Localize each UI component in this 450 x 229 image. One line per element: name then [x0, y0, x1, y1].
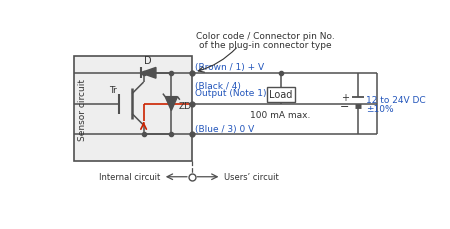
Text: ±10%: ±10% — [366, 104, 394, 113]
Text: 100 mA max.: 100 mA max. — [250, 110, 310, 119]
Text: Sensor circuit: Sensor circuit — [77, 78, 86, 140]
Text: (Black / 4): (Black / 4) — [195, 81, 241, 90]
Polygon shape — [165, 97, 177, 111]
Text: ZD: ZD — [179, 101, 192, 110]
Text: Tr: Tr — [109, 86, 117, 95]
Bar — [267, 87, 295, 103]
Text: Users’ circuit: Users’ circuit — [225, 172, 279, 181]
Bar — [74, 57, 192, 162]
Text: Output (Note 1): Output (Note 1) — [195, 89, 267, 98]
Text: D: D — [144, 56, 152, 66]
Text: +: + — [341, 92, 349, 102]
Text: (Blue / 3) 0 V: (Blue / 3) 0 V — [195, 124, 254, 133]
Text: of the plug-in connector type: of the plug-in connector type — [199, 41, 332, 49]
Polygon shape — [140, 68, 156, 79]
Text: Color code / Connector pin No.: Color code / Connector pin No. — [196, 32, 335, 41]
Text: −: − — [340, 101, 349, 112]
Text: 12 to 24V DC: 12 to 24V DC — [366, 96, 426, 105]
Text: Load: Load — [269, 90, 292, 100]
Text: Internal circuit: Internal circuit — [99, 172, 160, 181]
Text: (Brown / 1) + V: (Brown / 1) + V — [195, 63, 264, 72]
